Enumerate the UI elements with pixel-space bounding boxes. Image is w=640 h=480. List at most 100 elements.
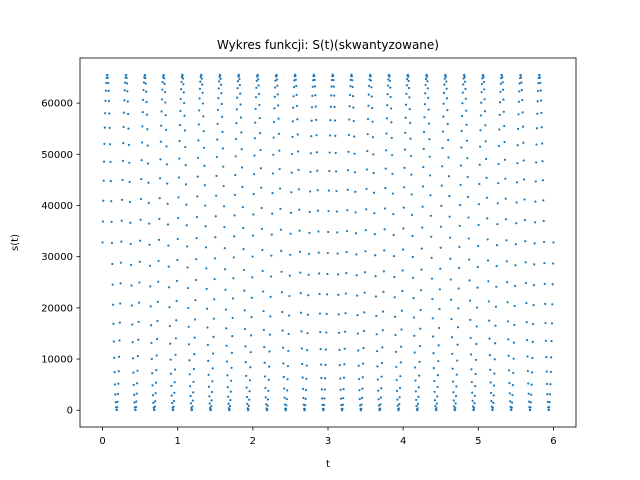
data-point	[406, 78, 409, 81]
data-point	[517, 100, 520, 103]
data-point	[248, 390, 251, 393]
data-point	[510, 401, 514, 404]
data-point	[549, 370, 552, 373]
data-point	[235, 108, 238, 111]
data-point	[262, 310, 265, 313]
data-point	[151, 372, 154, 375]
data-point	[526, 338, 529, 342]
data-point	[104, 89, 108, 92]
data-point	[462, 83, 465, 86]
data-point	[295, 93, 298, 96]
data-point	[348, 93, 352, 97]
data-point	[420, 268, 423, 271]
data-point	[286, 389, 289, 392]
data-point	[234, 173, 237, 177]
data-point	[404, 116, 407, 119]
data-point	[123, 89, 126, 92]
data-point	[446, 123, 449, 126]
data-point	[180, 88, 183, 91]
data-point	[111, 283, 114, 286]
data-point	[408, 96, 411, 99]
data-point	[410, 213, 414, 217]
data-point	[166, 202, 169, 205]
data-point	[134, 408, 137, 411]
data-point	[496, 222, 499, 226]
data-point	[283, 396, 286, 399]
data-point	[522, 141, 525, 144]
data-point	[442, 91, 446, 95]
data-point	[182, 91, 185, 94]
data-point	[135, 400, 138, 403]
data-point	[437, 344, 440, 347]
data-point	[356, 314, 359, 317]
data-point	[377, 404, 381, 407]
data-point	[536, 89, 540, 93]
data-point	[352, 119, 355, 123]
data-point	[448, 194, 451, 198]
data-point	[169, 342, 172, 345]
data-point	[223, 247, 226, 250]
data-point	[297, 150, 300, 153]
data-point	[479, 129, 482, 132]
data-point	[418, 344, 422, 348]
data-point	[385, 132, 388, 135]
data-point	[433, 379, 436, 383]
data-point	[151, 394, 155, 397]
data-point	[492, 384, 496, 387]
data-point	[183, 101, 186, 105]
data-point	[455, 385, 458, 388]
data-point	[204, 246, 208, 249]
data-point	[371, 120, 374, 123]
data-point	[264, 386, 267, 390]
data-point	[345, 251, 348, 254]
data-point	[215, 194, 218, 197]
data-point	[265, 403, 268, 406]
data-point	[511, 384, 514, 387]
data-point	[389, 107, 393, 110]
data-point	[144, 77, 147, 80]
data-point	[259, 148, 262, 152]
data-point	[178, 123, 182, 127]
data-point	[433, 399, 437, 402]
data-point	[483, 98, 486, 101]
data-point	[140, 141, 144, 144]
data-point	[236, 87, 239, 90]
data-point	[508, 381, 511, 385]
data-point	[457, 266, 461, 269]
data-point	[433, 390, 436, 393]
data-point	[351, 94, 355, 98]
data-point	[336, 252, 339, 255]
data-point	[297, 168, 300, 171]
data-point	[271, 192, 274, 195]
data-point	[426, 87, 429, 90]
data-point	[476, 286, 479, 289]
data-point	[200, 77, 203, 80]
data-point	[269, 295, 272, 298]
data-point	[295, 104, 299, 108]
data-point	[470, 353, 473, 356]
data-point	[292, 86, 296, 89]
data-point	[133, 393, 136, 396]
data-point	[541, 160, 544, 163]
data-point	[372, 171, 375, 175]
data-point	[381, 310, 385, 313]
data-point	[113, 370, 116, 374]
data-point	[196, 175, 199, 178]
data-point	[336, 273, 340, 276]
data-point	[376, 378, 379, 381]
data-point	[347, 169, 350, 172]
data-point	[136, 355, 139, 358]
data-point	[189, 402, 193, 405]
data-point	[292, 106, 295, 109]
data-point	[489, 368, 492, 371]
data-point	[416, 407, 419, 410]
data-point	[292, 95, 295, 98]
data-point	[339, 388, 342, 391]
y-tick-label: 20000	[41, 303, 73, 314]
data-point	[152, 401, 155, 404]
data-point	[471, 399, 474, 402]
data-point	[175, 299, 178, 303]
data-point	[486, 217, 489, 220]
